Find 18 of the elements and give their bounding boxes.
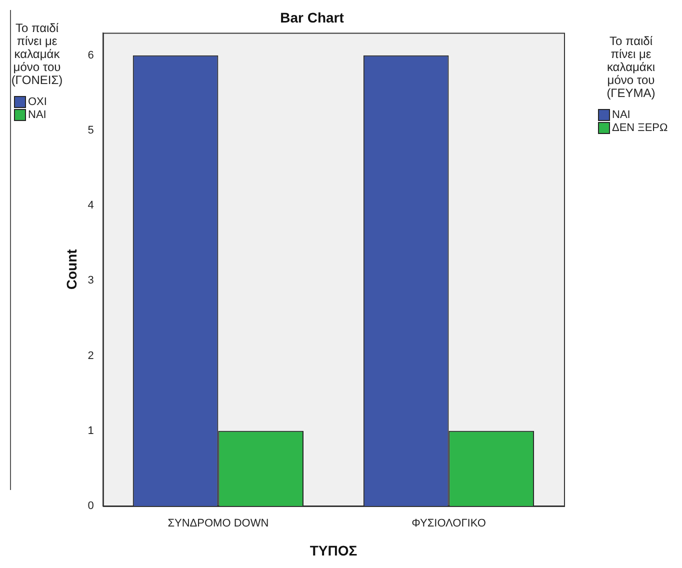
- chart-title: Bar Chart: [280, 9, 344, 26]
- text: ΟΧΙ: [28, 96, 47, 108]
- text: ΝΑΙ: [28, 108, 46, 120]
- y-tick-label: 1: [88, 424, 94, 437]
- y-axis-title: Count: [63, 248, 80, 290]
- x-tick-label: ΦΥΣΙΟΛΟΓΙΚΟ: [412, 518, 486, 530]
- text: Το παιδί πίνει με καλαμάκ μόνο του (ΓΟΝΕΙΣ): [10, 21, 64, 87]
- legend-label: ΝΑΙ: [612, 108, 630, 120]
- y-tick-label: 3: [88, 274, 94, 287]
- legend-label: ΔΕΝ ΞΕΡΩ: [612, 122, 668, 134]
- y-tick-label: 4: [88, 200, 94, 212]
- y-tick-label: 2: [88, 350, 94, 362]
- y-tick-label: 0: [88, 500, 94, 512]
- y-tick-label: 5: [88, 124, 94, 136]
- x-axis-title: ΤΥΠΟΣ: [310, 542, 358, 558]
- x-tick-label: ΣΥΝΔΡΟΜΟ DOWN: [168, 518, 269, 530]
- y-tick-label: 6: [88, 49, 94, 62]
- legend-title: Το παιδί πίνει με καλαμάκι μόνο του (ΓΕΥΜΑ): [606, 34, 656, 100]
